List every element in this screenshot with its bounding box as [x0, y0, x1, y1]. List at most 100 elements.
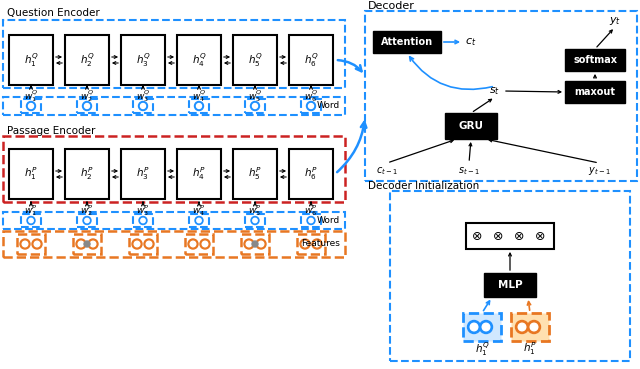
Bar	[390, 191, 630, 361]
Circle shape	[132, 239, 142, 249]
Circle shape	[244, 239, 254, 249]
Bar	[189, 99, 209, 113]
Circle shape	[84, 103, 90, 108]
Circle shape	[141, 218, 145, 223]
Circle shape	[308, 103, 314, 108]
Bar	[241, 234, 269, 254]
Text: $w_5^P$: $w_5^P$	[248, 204, 262, 218]
Text: $h_3^P$: $h_3^P$	[136, 166, 150, 182]
Bar	[301, 99, 321, 113]
Text: $h_4^Q$: $h_4^Q$	[191, 51, 206, 69]
Circle shape	[252, 241, 258, 247]
Bar	[289, 149, 333, 199]
Bar	[565, 81, 625, 103]
Bar	[297, 234, 325, 254]
Text: $w_1^P$: $w_1^P$	[24, 204, 38, 218]
Text: $h_3^Q$: $h_3^Q$	[136, 51, 150, 69]
Circle shape	[83, 217, 91, 224]
Circle shape	[518, 323, 526, 331]
Text: $s_{t-1}$: $s_{t-1}$	[458, 165, 480, 177]
Bar	[189, 214, 209, 227]
Text: $y_{t-1}$: $y_{t-1}$	[588, 165, 611, 177]
Circle shape	[34, 241, 40, 247]
Text: $w_3^P$: $w_3^P$	[136, 204, 150, 218]
Bar	[177, 149, 221, 199]
Circle shape	[302, 241, 308, 247]
Circle shape	[29, 103, 33, 108]
Text: Decoder: Decoder	[368, 1, 415, 11]
Bar	[73, 234, 101, 254]
Text: $\otimes$: $\otimes$	[492, 230, 504, 242]
Circle shape	[195, 217, 203, 224]
Text: $w_2^Q$: $w_2^Q$	[80, 88, 94, 104]
Text: $h_6^P$: $h_6^P$	[304, 166, 318, 182]
Circle shape	[307, 217, 315, 224]
Text: $h_5^Q$: $h_5^Q$	[248, 51, 262, 69]
Circle shape	[190, 241, 196, 247]
Circle shape	[307, 101, 316, 110]
Bar	[463, 313, 501, 341]
Circle shape	[139, 217, 147, 224]
Circle shape	[88, 239, 98, 249]
Text: GRU: GRU	[458, 121, 483, 131]
Circle shape	[27, 217, 35, 224]
Bar	[21, 214, 41, 227]
Bar	[3, 136, 345, 202]
Circle shape	[467, 321, 481, 334]
Circle shape	[258, 241, 264, 247]
Bar	[245, 214, 265, 227]
Text: $w_2^P$: $w_2^P$	[80, 204, 94, 218]
Circle shape	[29, 218, 33, 223]
Bar	[565, 49, 625, 71]
Text: Decoder Initialization: Decoder Initialization	[368, 181, 479, 191]
Text: $h_1^Q$: $h_1^Q$	[475, 340, 490, 358]
Circle shape	[200, 239, 210, 249]
Circle shape	[530, 323, 538, 331]
Text: $c_t$: $c_t$	[465, 36, 477, 48]
Circle shape	[26, 101, 35, 110]
Text: maxout: maxout	[575, 87, 616, 97]
Circle shape	[515, 321, 529, 334]
Bar	[9, 149, 53, 199]
Text: $h_1^Q$: $h_1^Q$	[24, 51, 38, 69]
Circle shape	[22, 241, 28, 247]
Text: $\otimes$: $\otimes$	[471, 230, 483, 242]
Text: $w_3^Q$: $w_3^Q$	[136, 88, 150, 104]
Bar	[129, 234, 157, 254]
Circle shape	[90, 241, 96, 247]
Bar	[3, 212, 345, 229]
Text: $h_2^Q$: $h_2^Q$	[79, 51, 94, 69]
Bar	[484, 273, 536, 297]
Circle shape	[138, 101, 147, 110]
Text: $h_5^P$: $h_5^P$	[248, 166, 262, 182]
Bar	[177, 35, 221, 85]
Circle shape	[246, 241, 252, 247]
Text: $w_4^P$: $w_4^P$	[192, 204, 206, 218]
Circle shape	[32, 239, 42, 249]
Bar	[77, 214, 97, 227]
Bar	[133, 99, 153, 113]
Bar	[17, 234, 45, 254]
Text: $h_6^Q$: $h_6^Q$	[303, 51, 318, 69]
Text: Features: Features	[301, 239, 340, 248]
Text: $s_t$: $s_t$	[490, 85, 500, 97]
Circle shape	[195, 101, 204, 110]
Text: $h_4^P$: $h_4^P$	[192, 166, 206, 182]
Circle shape	[144, 239, 154, 249]
Bar	[121, 149, 165, 199]
Bar	[121, 35, 165, 85]
Text: $w_4^Q$: $w_4^Q$	[192, 88, 206, 104]
Bar	[3, 231, 345, 257]
Text: Word: Word	[317, 101, 340, 110]
Bar	[21, 99, 41, 113]
Bar	[233, 149, 277, 199]
Circle shape	[196, 103, 202, 108]
Bar	[466, 223, 554, 249]
Bar	[365, 11, 637, 181]
Circle shape	[253, 218, 257, 223]
Bar	[289, 35, 333, 85]
Circle shape	[482, 323, 490, 331]
Circle shape	[188, 239, 198, 249]
Text: Passage Encoder: Passage Encoder	[7, 126, 95, 136]
Circle shape	[20, 239, 30, 249]
